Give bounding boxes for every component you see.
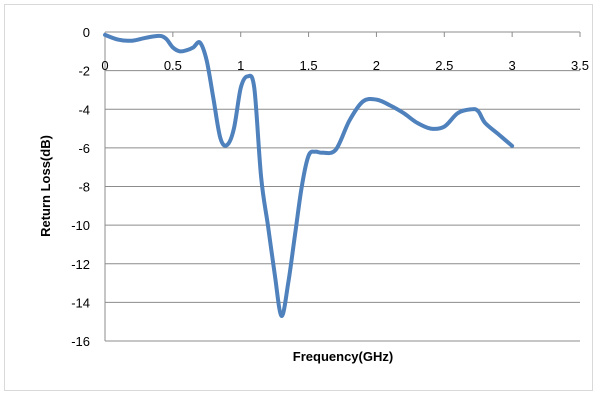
y-tick-label: -8 (78, 180, 90, 195)
axes (104, 31, 581, 341)
x-tick-label: 2.5 (435, 58, 453, 73)
y-tick-label: -14 (71, 295, 90, 310)
y-tick-label: -16 (71, 334, 90, 349)
y-tick-labels: 0 -2 -4 -6 -8 -10 -12 -14 -16 (71, 25, 90, 349)
return-loss-series-line (103, 32, 515, 318)
y-tick-label: -12 (71, 257, 90, 272)
x-tick-label: 3 (509, 58, 516, 73)
y-axis-title: Return Loss(dB) (38, 135, 53, 237)
x-tick-label: 1 (237, 58, 244, 73)
y-tick-label: -4 (78, 102, 90, 117)
series-layer (103, 32, 515, 318)
gridlines (105, 70, 580, 342)
x-tick-label: 3.5 (571, 58, 589, 73)
y-tick-label: -10 (71, 218, 90, 233)
x-tick-label: 2 (373, 58, 380, 73)
y-tick-label: -2 (78, 64, 90, 79)
x-tick-label: 0.5 (164, 58, 182, 73)
x-tick-label: 0 (101, 58, 108, 73)
x-axis-title: Frequency(GHz) (293, 349, 393, 364)
y-tick-label: -6 (78, 141, 90, 156)
y-tick-label: 0 (83, 25, 90, 40)
x-tick-label: 1.5 (300, 58, 318, 73)
x-tick-labels: 0 0.5 1 1.5 2 2.5 3 3.5 (101, 58, 589, 73)
